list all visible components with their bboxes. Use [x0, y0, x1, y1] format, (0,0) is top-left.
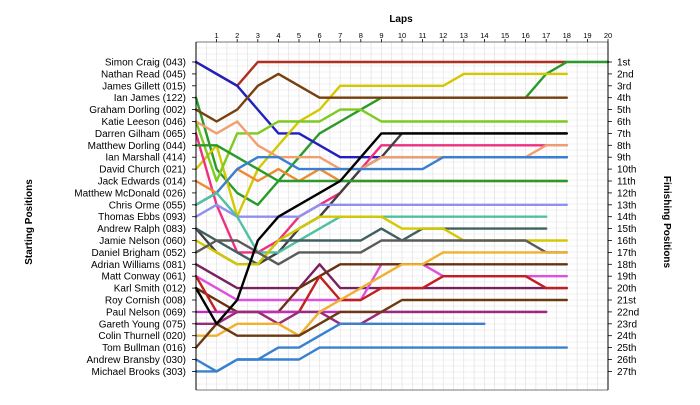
right-axis-title: Finishing Positions: [661, 176, 672, 269]
starting-position-label: Gareth Young (075): [99, 319, 186, 330]
x-tick-label: 5: [297, 31, 301, 40]
x-tick-label: 14: [480, 31, 488, 40]
x-tick-label: 20: [604, 31, 612, 40]
finishing-position-label: 20th: [617, 284, 636, 295]
x-tick-label: 6: [318, 31, 322, 40]
starting-position-label: James Gillett (015): [102, 81, 186, 92]
x-tick-label: 10: [398, 31, 406, 40]
starting-position-label: Andrew Ralph (083): [97, 224, 186, 235]
finishing-position-label: 19th: [617, 272, 636, 283]
finishing-position-label: 21st: [617, 296, 636, 307]
x-tick-label: 2: [235, 31, 239, 40]
finishing-position-label: 25th: [617, 343, 636, 354]
finishing-position-label: 22nd: [617, 307, 639, 318]
starting-position-label: Matthew Dorling (044): [88, 141, 186, 152]
x-tick-label: 15: [501, 31, 509, 40]
finishing-position-label: 24th: [617, 331, 636, 342]
starting-position-label: Nathan Read (045): [101, 69, 186, 80]
finishing-position-label: 3rd: [617, 81, 631, 92]
x-tick-label: 1: [215, 31, 219, 40]
x-tick-label: 13: [460, 31, 468, 40]
driver-position-line: [194, 203, 568, 218]
starting-position-label: Colin Thurnell (020): [98, 331, 186, 342]
finishing-position-label: 14th: [617, 212, 636, 223]
x-tick-label: 9: [379, 31, 383, 40]
x-tick-label: 12: [439, 31, 447, 40]
finishing-position-label: 11th: [617, 177, 636, 188]
x-tick-label: 7: [338, 31, 342, 40]
starting-position-label: Michael Brooks (303): [92, 367, 186, 378]
finishing-position-label: 23rd: [617, 319, 637, 330]
finishing-position-label: 27th: [617, 367, 636, 378]
starting-position-label: Paul Nelson (069): [106, 307, 186, 318]
starting-position-label: Jamie Nelson (060): [99, 236, 186, 247]
starting-position-label: Roy Cornish (008): [105, 296, 186, 307]
starting-position-label: Ian Marshall (414): [105, 153, 186, 164]
driver-position-line: [194, 227, 548, 266]
starting-position-label: Darren Gilham (065): [95, 129, 186, 140]
finishing-position-label: 13th: [617, 200, 636, 211]
driver-position-line: [194, 144, 568, 183]
starting-position-label: Thomas Ebbs (093): [98, 212, 186, 223]
finishing-position-label: 7th: [617, 129, 631, 140]
driver-position-line: [194, 60, 568, 88]
x-tick-label: 19: [583, 31, 591, 40]
starting-position-label: Andrew Bransby (030): [87, 355, 187, 366]
finishing-position-label: 5th: [617, 105, 631, 116]
starting-position-label: Tom Bullman (016): [102, 343, 186, 354]
starting-position-label: Chris Orme (055): [109, 200, 186, 211]
x-tick-label: 16: [521, 31, 529, 40]
finishing-position-label: 15th: [617, 224, 636, 235]
starting-position-label: Matthew McDonald (026): [74, 188, 186, 199]
driver-position-line: [194, 310, 548, 325]
driver-position-line: [194, 298, 568, 349]
finishing-position-label: 4th: [617, 93, 631, 104]
finishing-position-label: 17th: [617, 248, 636, 259]
finishing-position-label: 10th: [617, 165, 636, 176]
starting-position-label: Jack Edwards (014): [98, 177, 186, 188]
finishing-position-label: 8th: [617, 141, 631, 152]
finishing-position-labels: 1st2nd3rd4th5th6th7th8th9th10th11th12th1…: [608, 58, 639, 378]
starting-position-label: Katie Leeson (046): [101, 117, 186, 128]
starting-position-label: Ian James (122): [114, 93, 186, 104]
driver-position-line: [194, 251, 568, 337]
starting-position-label: Graham Dorling (002): [89, 105, 186, 116]
finishing-position-label: 6th: [617, 117, 631, 128]
finishing-position-label: 18th: [617, 260, 636, 271]
finishing-position-label: 1st: [617, 58, 631, 69]
driver-position-line: [194, 72, 568, 123]
starting-position-label: Daniel Brigham (052): [92, 248, 187, 259]
x-tick-label: 11: [419, 31, 427, 40]
starting-position-label: Matt Conway (061): [102, 272, 186, 283]
starting-position-labels: Simon Craig (043)Nathan Read (045)James …: [74, 58, 196, 378]
driver-position-line: [194, 108, 568, 183]
finishing-position-label: 26th: [617, 355, 636, 366]
driver-position-line: [194, 239, 568, 266]
starting-position-label: David Church (021): [99, 165, 186, 176]
starting-position-label: Karl Smith (012): [114, 284, 186, 295]
series-layer: [194, 60, 610, 373]
x-tick-label: 8: [359, 31, 363, 40]
starting-position-label: Simon Craig (043): [105, 58, 186, 69]
x-tick-label: 4: [276, 31, 280, 40]
x-tick-label: 17: [542, 31, 550, 40]
x-tick-label: 3: [256, 31, 260, 40]
left-axis-title: Starting Positions: [24, 179, 35, 265]
x-tick-label: 18: [563, 31, 571, 40]
finishing-position-label: 12th: [617, 188, 636, 199]
finishing-position-label: 2nd: [617, 69, 634, 80]
starting-position-label: Adrian Williams (081): [91, 260, 186, 271]
driver-position-line: [194, 346, 568, 373]
x-tick-labels: 1 2 3 4 5 6 7 8 9 10 11 12 13 14 15 16 17 18 19 20: [215, 31, 612, 42]
finishing-position-label: 16th: [617, 236, 636, 247]
x-axis-title: Laps: [389, 14, 413, 25]
driver-position-line: [194, 155, 568, 207]
finishing-position-label: 9th: [617, 153, 631, 164]
driver-position-line: [194, 132, 568, 325]
